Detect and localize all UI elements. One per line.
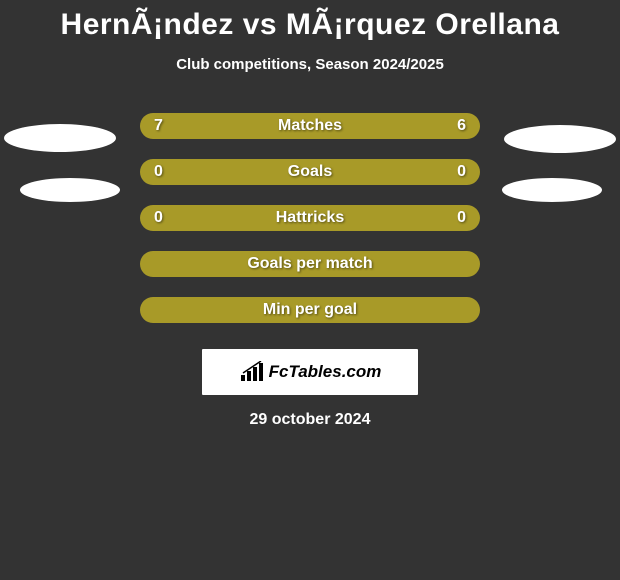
stat-label: Goals per match	[247, 255, 372, 273]
stat-bar: 0 Hattricks 0	[140, 205, 480, 231]
chart-icon	[239, 361, 265, 383]
stat-row-min-per-goal: Min per goal	[0, 287, 620, 333]
season-subtitle: Club competitions, Season 2024/2025	[0, 56, 620, 73]
stat-bar: Goals per match	[140, 251, 480, 277]
logo-box: FcTables.com	[202, 349, 418, 395]
stat-row-matches: 7 Matches 6	[0, 103, 620, 149]
stat-left-value: 0	[154, 163, 163, 181]
stat-right-value: 6	[457, 117, 466, 135]
stat-bar: Min per goal	[140, 297, 480, 323]
stat-row-goals-per-match: Goals per match	[0, 241, 620, 287]
stat-label: Goals	[288, 163, 332, 181]
stat-right-value: 0	[457, 209, 466, 227]
stat-label: Matches	[278, 117, 342, 135]
stat-label: Min per goal	[263, 301, 357, 319]
main-container: HernÃ¡ndez vs MÃ¡rquez Orellana Club com…	[0, 0, 620, 429]
stat-left-value: 7	[154, 117, 163, 135]
stat-row-goals: 0 Goals 0	[0, 149, 620, 195]
stat-bar: 7 Matches 6	[140, 113, 480, 139]
stats-area: 7 Matches 6 0 Goals 0 0 Hattricks 0 Goal…	[0, 103, 620, 333]
stat-row-hattricks: 0 Hattricks 0	[0, 195, 620, 241]
logo-text: FcTables.com	[269, 362, 382, 382]
stat-left-value: 0	[154, 209, 163, 227]
logo-content: FcTables.com	[239, 361, 382, 383]
date-label: 29 october 2024	[0, 411, 620, 429]
stat-bar: 0 Goals 0	[140, 159, 480, 185]
stat-right-value: 0	[457, 163, 466, 181]
comparison-title: HernÃ¡ndez vs MÃ¡rquez Orellana	[0, 8, 620, 42]
stat-label: Hattricks	[276, 209, 344, 227]
